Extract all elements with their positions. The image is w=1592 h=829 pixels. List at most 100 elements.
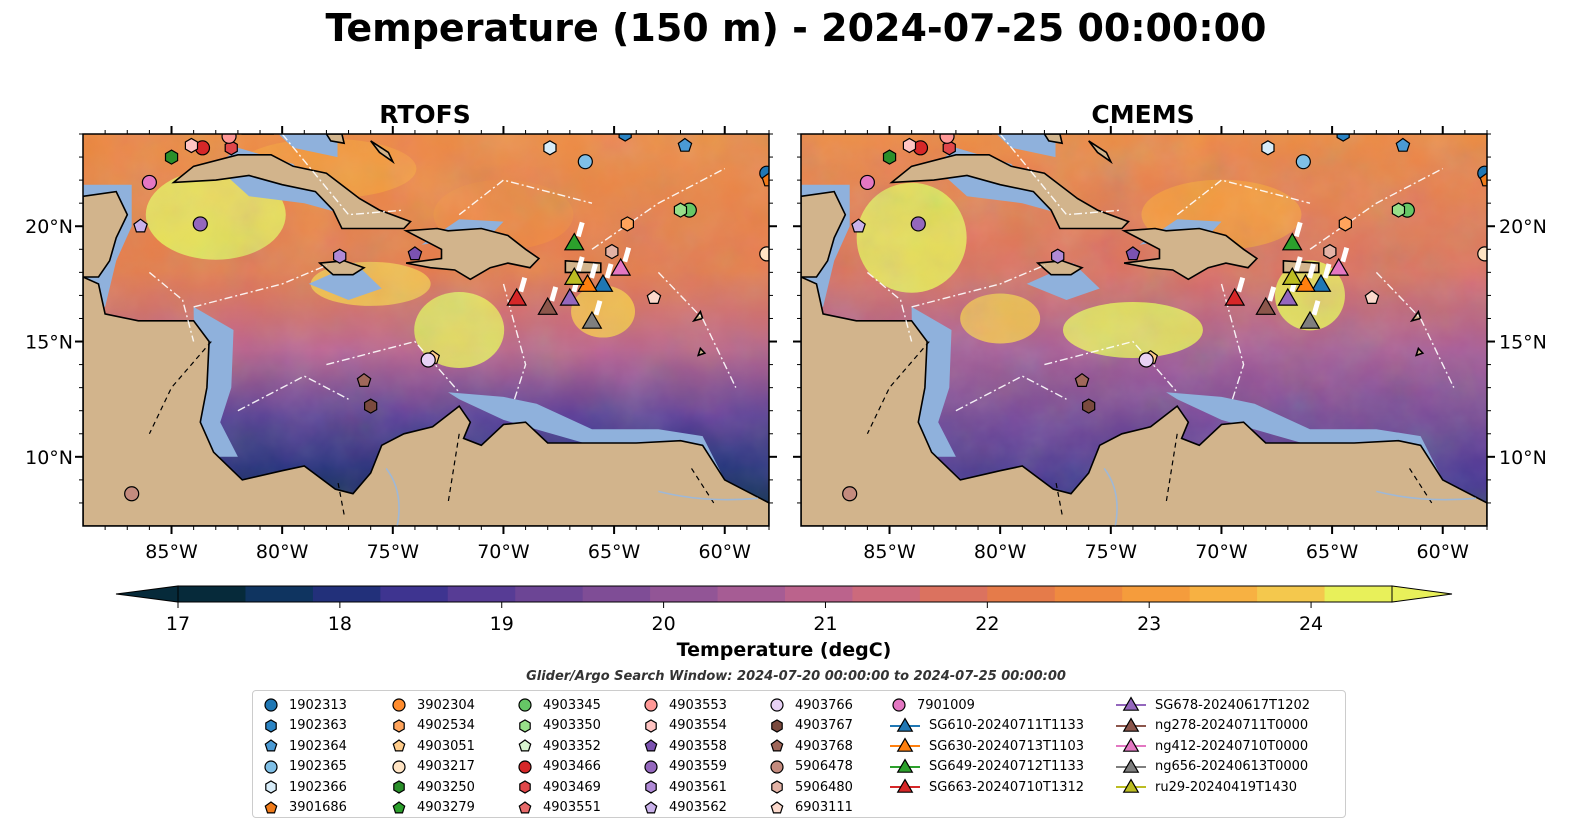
legend-marker-icon [393, 718, 405, 733]
legend-label: SG678-20240617T1202 [1155, 697, 1311, 713]
legend-marker-icon [264, 800, 278, 813]
legend-marker-icon [264, 759, 278, 774]
legend-item: 1902364 [261, 736, 347, 756]
land [325, 134, 346, 145]
legend-label: SG610-20240711T1133 [929, 718, 1085, 733]
legend-marker-icon [265, 780, 277, 794]
eez-boundary [237, 375, 349, 412]
legend-marker-icon [890, 716, 920, 732]
float-marker-4903768 [1074, 372, 1090, 387]
lon-tick-label: 65°W [1306, 541, 1359, 563]
legend-label: 5906480 [795, 779, 853, 795]
legend-label: ng412-20240710T0000 [1155, 738, 1309, 754]
float-marker-7901009 [859, 174, 875, 191]
land [403, 227, 541, 281]
legend-hexagon [645, 780, 657, 794]
float-marker-4903766 [1138, 352, 1154, 368]
legend-item: SG649-20240712T1133 [889, 757, 1084, 777]
float-marker-6903111 [1364, 289, 1380, 304]
float-marker-1902365 [577, 154, 593, 170]
legend-marker-icon [890, 737, 920, 752]
float-marker-4903554 [184, 137, 199, 154]
eez-boundary [999, 134, 1122, 216]
land [1121, 227, 1259, 281]
land [83, 276, 769, 526]
legend-hexagon [519, 718, 531, 733]
lat-tick-label: 10°N [25, 447, 73, 469]
float-marker-1902363 [618, 134, 632, 142]
legend-label: SG663-20240710T1312 [929, 779, 1085, 795]
float-marker-4903562 [851, 218, 866, 233]
float-marker-4903767 [364, 398, 378, 414]
glider-marker-SG678-20240617T1202 [559, 287, 581, 306]
legend-marker-icon [644, 759, 658, 774]
legend-marker-icon [393, 780, 405, 794]
glider-track [1236, 277, 1246, 293]
legend-hexagon [771, 718, 783, 733]
legend-marker-icon [264, 739, 278, 752]
glider-marker-SG663-20240710T1312 [506, 287, 528, 306]
legend-marker-icon [770, 739, 784, 752]
legend-item: 4903250 [389, 777, 475, 797]
colorbar-extend-low [115, 585, 179, 603]
glider-track [518, 277, 528, 293]
colorbar-segment [380, 586, 449, 602]
lon-tick-label: 70°W [477, 541, 530, 563]
shelf-area [278, 134, 338, 158]
float-marker-4903558 [1125, 246, 1141, 261]
legend-pentagon [644, 739, 658, 752]
float-marker-4903559 [910, 216, 926, 232]
legend-hexagon [393, 718, 405, 733]
colorbar-tick-label: 22 [975, 613, 999, 635]
legend-triangle [896, 737, 914, 752]
glider-track [1340, 247, 1350, 263]
legend-pentagon [392, 739, 406, 752]
glider-marker-ng656-20240613T0000 [1299, 310, 1321, 329]
legend-item: 1902313 [261, 695, 347, 715]
eez-boundary [193, 264, 327, 308]
legend-item: 1902363 [261, 716, 347, 736]
float-marker-4903469 [224, 140, 238, 156]
lat-tick-label: 20°N [25, 216, 73, 238]
legend-marker-icon [770, 800, 784, 813]
legend-circle [644, 759, 658, 774]
glider-marker-ru29-20240419T1430 [1281, 266, 1303, 285]
float-marker-4903562 [133, 218, 148, 233]
float-marker-1902364 [677, 137, 693, 152]
float-marker-4903558 [407, 246, 423, 261]
land [171, 154, 412, 230]
land [1043, 134, 1064, 145]
lat-tick-label: 15°N [1499, 332, 1547, 354]
legend-marker-icon [265, 718, 277, 733]
legend-label: 4903559 [669, 759, 727, 774]
glider-track [575, 256, 585, 272]
legend-marker-icon [1116, 757, 1146, 773]
eez-boundary [326, 340, 460, 393]
glider-track [1293, 256, 1303, 272]
eez-boundary [911, 264, 1045, 308]
legend-item: ng412-20240710T0000 [1115, 736, 1308, 756]
river [385, 467, 400, 526]
legend-item: SG630-20240713T1103 [889, 736, 1084, 756]
legend-label: 4903767 [795, 718, 853, 733]
legend-pentagon [518, 800, 532, 813]
float-marker-1902365 [1295, 154, 1311, 170]
float-marker-4903553 [221, 134, 237, 144]
legend-marker-icon [892, 698, 906, 712]
legend-marker-icon [519, 718, 531, 733]
legend-marker-icon [519, 780, 531, 794]
colorbar-segment [515, 586, 584, 602]
legend-marker-icon [518, 739, 532, 752]
float-marker-5906478 [842, 486, 858, 502]
land [241, 134, 275, 135]
legend-hexagon [519, 780, 531, 794]
legend-circle [770, 759, 784, 774]
land [691, 309, 704, 323]
legend-label: 1902366 [289, 779, 347, 795]
colorbar-tick-label: 19 [490, 613, 514, 635]
land [696, 346, 707, 357]
legend-item: 4903559 [641, 757, 727, 777]
glider-track [1267, 286, 1277, 302]
country-border [690, 468, 715, 504]
eez-boundary [502, 283, 527, 400]
